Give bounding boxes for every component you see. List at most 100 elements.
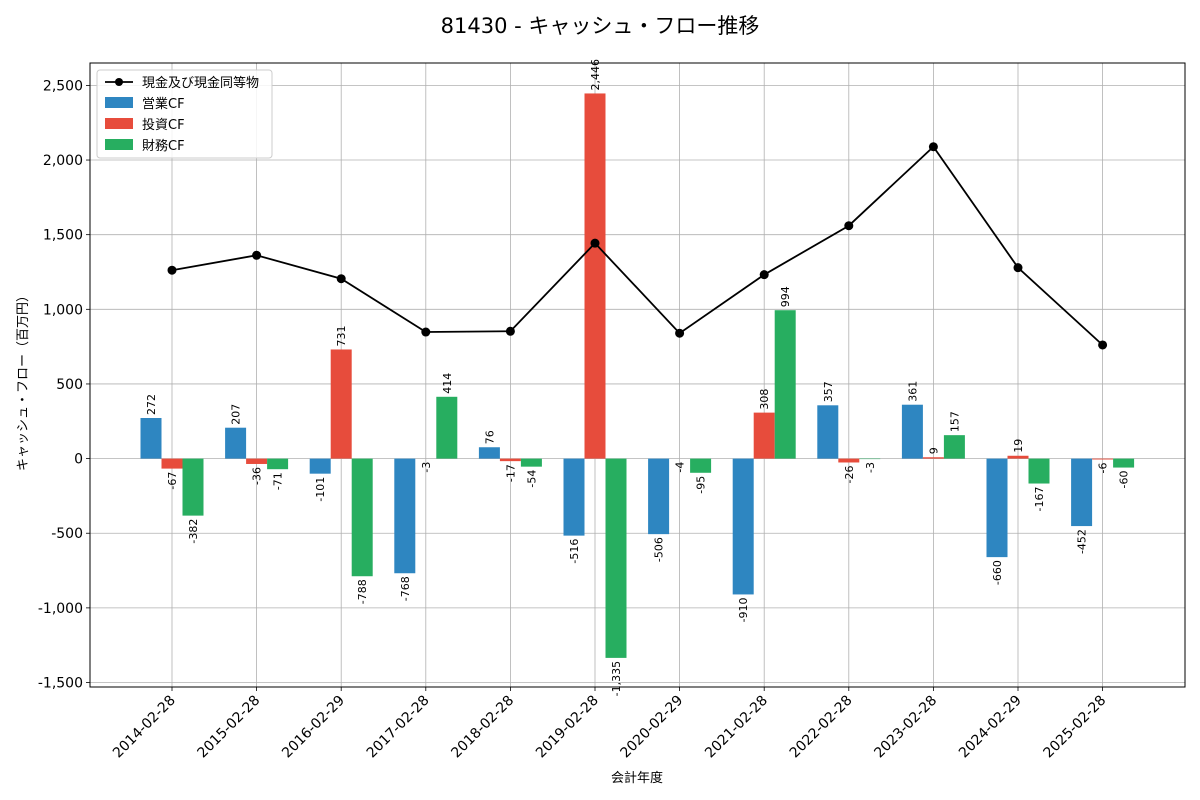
bar (817, 405, 839, 459)
cash-balance-point (675, 328, 685, 338)
bar (330, 349, 352, 459)
cash-balance-point (844, 221, 854, 231)
bar-value-label: 2,446 (589, 59, 602, 91)
x-tick-label: 2019-02-28 (533, 693, 602, 762)
bar-value-label: -167 (1033, 487, 1046, 512)
bar-value-label: -6 (1097, 462, 1110, 473)
bar-value-label: -71 (272, 472, 285, 490)
bar-value-label: -506 (653, 537, 666, 562)
bar-value-label: -101 (314, 477, 327, 502)
y-tick-label: -500 (51, 526, 83, 542)
bar-value-label: 731 (335, 325, 348, 346)
bars (140, 93, 1135, 658)
bar (309, 458, 331, 474)
bar-value-label: -95 (695, 476, 708, 494)
bar (690, 458, 712, 473)
cash-balance-point (759, 270, 769, 280)
bar (859, 458, 881, 460)
bar-value-label: -382 (187, 519, 200, 544)
bar (1028, 458, 1050, 484)
legend-bar-swatch (105, 97, 133, 108)
bar (648, 458, 670, 535)
legend-marker (115, 78, 123, 86)
bar (140, 417, 162, 459)
bar-value-label: 272 (145, 394, 158, 415)
bar (943, 435, 965, 459)
legend-box (96, 69, 273, 159)
y-tick-label: 0 (74, 452, 83, 468)
x-tick-label: 2018-02-28 (448, 693, 517, 762)
bar (753, 412, 775, 459)
cash-balance-point (1098, 340, 1108, 350)
bar-value-label: 9 (927, 447, 940, 454)
cash-line (167, 142, 1108, 350)
bar (1092, 458, 1114, 460)
bar (838, 458, 860, 463)
bar (1113, 458, 1135, 468)
cash-balance-point (928, 142, 938, 152)
y-tick-label: -1,500 (38, 676, 83, 692)
bar (563, 458, 585, 536)
bar (225, 427, 247, 459)
bar-value-label: -1,335 (610, 661, 623, 696)
cash-balance-point (590, 238, 600, 248)
chart-title: 81430 - キャッシュ・フロー推移 (441, 14, 760, 38)
bar (774, 310, 796, 459)
x-tick-label: 2025-02-28 (1041, 693, 1110, 762)
bar (922, 457, 944, 459)
y-axis-label: キャッシュ・フロー（百万円） (16, 289, 31, 471)
bar (182, 458, 204, 516)
cash-balance-point (421, 327, 431, 337)
bar-value-label: -17 (504, 464, 517, 482)
bar-value-label: -26 (843, 465, 856, 483)
bar-value-label: 19 (1012, 439, 1025, 453)
x-tick-label: 2023-02-28 (871, 693, 940, 762)
bar-value-label: -660 (991, 560, 1004, 585)
bar-value-label: 361 (906, 381, 919, 402)
bar (732, 458, 754, 595)
x-tick-label: 2017-02-28 (364, 693, 433, 762)
cash-balance-point (336, 274, 346, 284)
x-tick-label: 2024-02-29 (956, 693, 1025, 762)
bar (246, 458, 268, 464)
bar-value-label: -516 (568, 539, 581, 564)
legend-label: 現金及び現金同等物 (142, 75, 259, 91)
bar-value-label: -910 (737, 597, 750, 622)
bar (267, 458, 289, 470)
bar (499, 458, 521, 462)
bar-value-label: -768 (399, 576, 412, 601)
data-labels: 272 207 -101 -768 76 -516 -506 -910 357 361 -660 -4… (145, 59, 1131, 696)
plot-frame (89, 62, 1186, 688)
bar-value-label: -452 (1076, 529, 1089, 554)
x-tick-label: 2022-02-28 (787, 693, 856, 762)
bar-value-label: 357 (822, 381, 835, 402)
bar-value-label: -4 (674, 462, 687, 473)
bar-value-label: 157 (948, 411, 961, 432)
cash-balance-point (252, 250, 262, 260)
legend-label: 財務CF (142, 139, 185, 154)
bar-value-label: -67 (166, 472, 179, 490)
bar-value-label: -3 (864, 462, 877, 473)
y-tick-label: 2,500 (43, 78, 83, 94)
bar-value-label: 414 (441, 373, 454, 394)
bar-value-label: 207 (230, 404, 243, 425)
bar (1007, 455, 1029, 459)
bar (605, 458, 627, 658)
bar-value-label: 308 (758, 389, 771, 410)
bar (436, 396, 458, 459)
bar-value-label: -788 (356, 579, 369, 604)
x-tick-label: 2014-02-28 (110, 693, 179, 762)
cash-balance-point (167, 265, 177, 275)
legend-bar-swatch (105, 139, 133, 150)
bar (394, 458, 416, 574)
bar (520, 458, 542, 467)
bar (584, 93, 606, 459)
bar (1071, 458, 1093, 527)
bar (986, 458, 1008, 558)
bar (901, 404, 923, 459)
bar (478, 447, 500, 459)
x-axis-label: 会計年度 (611, 770, 663, 786)
